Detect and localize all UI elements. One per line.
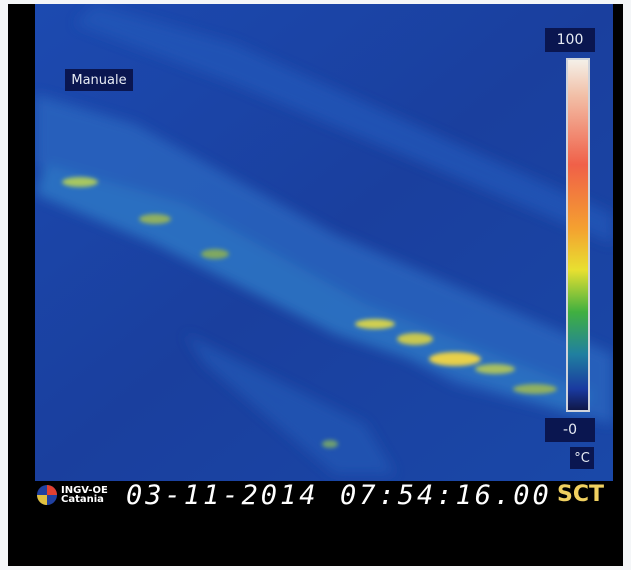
color-scale: [566, 58, 590, 412]
unit-label: °C: [570, 447, 594, 469]
camera-frame: Manuale 100 -0 °C INGV-OE Catania 03-11-…: [8, 4, 623, 566]
scale-max: 100: [545, 28, 595, 52]
camera-id: SCT: [557, 482, 604, 507]
city-label: Catania: [61, 494, 104, 505]
logo: [37, 485, 57, 505]
mode-label: Manuale: [65, 69, 133, 91]
scale-min: -0: [545, 418, 595, 442]
thermal-image: [35, 4, 613, 481]
time: 07:54:16.00: [340, 480, 552, 511]
org-label: INGV-OE: [61, 485, 108, 496]
date: 03-11-2014: [126, 480, 319, 511]
